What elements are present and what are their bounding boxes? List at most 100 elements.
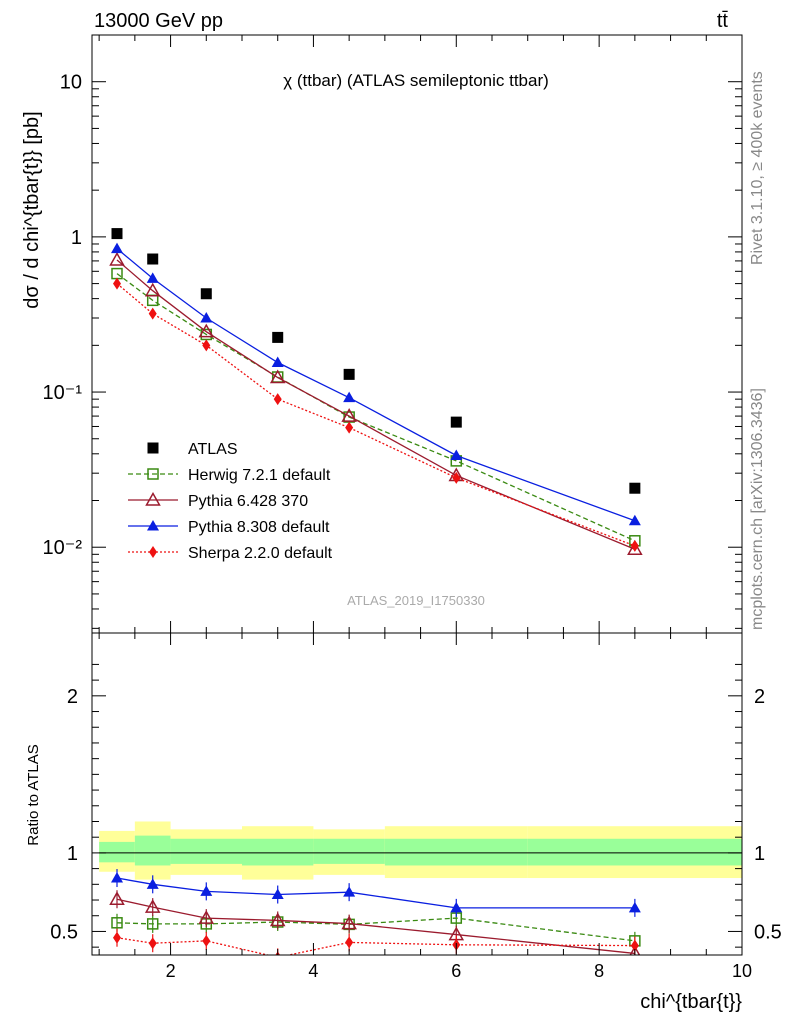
point-sherpa-2-2-0-default [630, 539, 639, 552]
y-axis-label-main: dσ / d chi^{tbar{t}} [pb] [21, 111, 43, 308]
ratio-point-pythia-6-428-370 [144, 899, 161, 913]
point-pythia-8-308-default [450, 449, 463, 461]
point-sherpa-2-2-0-default [113, 277, 121, 290]
header-left: 13000 GeV pp [94, 10, 223, 32]
legend-label-pythia-8-308-default: Pythia 8.308 default [188, 519, 330, 536]
point-sherpa-2-2-0-default [202, 339, 211, 352]
ratio-point-pythia-8-308-default [628, 901, 641, 913]
point-pythia-6-428-370 [109, 251, 125, 266]
ratio-line-sherpa-2-2-0-default [116, 937, 635, 955]
band-inner-bin [170, 838, 242, 864]
ratio-point-sherpa-2-2-0-default [202, 934, 211, 947]
ratio-point-pythia-6-428-370 [341, 915, 357, 930]
ratio-y-tick-label: 1 [67, 843, 78, 865]
point-pythia-8-308-default [628, 514, 641, 526]
x-tick-label: 2 [166, 961, 176, 981]
main-frame [91, 34, 743, 634]
ratio-uncertainty-bands [99, 821, 742, 880]
band-inner-bin [242, 838, 314, 866]
point-pythia-8-308-default [343, 391, 356, 403]
point-pythia-8-308-default [111, 242, 123, 254]
point-sherpa-2-2-0-default [345, 421, 354, 434]
legend-marker-herwig-7-2-1-default [147, 468, 159, 480]
y-tick-label: 10⁻¹ [43, 382, 83, 404]
ratio-point-pythia-8-308-default [200, 885, 213, 896]
x-tick-label: 10 [732, 961, 752, 981]
ratio-line-pythia-8-308-default [116, 877, 635, 909]
ratio-y-tick-label: 2 [67, 686, 78, 708]
rivet-label: Rivet 3.1.10, ≥ 400k events [749, 71, 766, 265]
legend-marker-pythia-8-308-default [147, 520, 159, 531]
ratio-plot-series [109, 869, 641, 955]
main-plot-series [109, 228, 643, 556]
y-axis-label-ratio: Ratio to ATLAS [25, 744, 42, 845]
point-atlas [629, 482, 641, 494]
point-pythia-8-308-default [271, 356, 284, 368]
point-atlas [200, 288, 212, 300]
ratio-point-sherpa-2-2-0-default [345, 936, 354, 949]
band-inner-bin [527, 838, 742, 866]
plot-title: χ (ttbar) (ATLAS semileptonic ttbar) [283, 71, 549, 90]
point-pythia-6-428-370 [198, 323, 215, 338]
ratio-point-pythia-8-308-default [343, 886, 356, 897]
band-inner-bin [313, 838, 385, 864]
ratio-point-pythia-6-428-370 [629, 945, 641, 955]
x-axis-label: chi^{tbar{t}} [640, 991, 742, 1013]
point-sherpa-2-2-0-default [148, 307, 157, 320]
point-pythia-6-428-370 [341, 408, 357, 422]
ratio-point-sherpa-2-2-0-default [148, 937, 157, 950]
point-atlas [343, 368, 355, 380]
legend-label-sherpa-2-2-0-default: Sherpa 2.2.0 default [188, 545, 333, 562]
band-inner-bin [384, 838, 528, 866]
ratio-point-pythia-6-428-370 [109, 891, 125, 905]
ratio-point-pythia-8-308-default [271, 888, 284, 900]
ratio-point-sherpa-2-2-0-default [113, 931, 121, 944]
series-line-herwig-7-2-1-default [116, 273, 636, 542]
legend-marker-atlas [147, 442, 159, 454]
band-inner-bin [99, 841, 135, 863]
point-sherpa-2-2-0-default [273, 393, 282, 406]
x-tick-label: 6 [451, 961, 461, 981]
point-atlas [450, 416, 462, 428]
ratio-point-pythia-8-308-default [450, 901, 463, 913]
ratio-point-herwig-7-2-1-default [146, 918, 159, 930]
legend: ATLAS Herwig 7.2.1 default Pythia 6.428 37… [128, 441, 333, 562]
legend-label-herwig-7-2-1-default: Herwig 7.2.1 default [188, 467, 331, 484]
ratio-y-tick-label-right: 2 [754, 686, 765, 708]
point-pythia-8-308-default [200, 312, 213, 323]
point-atlas [272, 331, 284, 343]
point-pythia-6-428-370 [144, 282, 161, 297]
ratio-point-pythia-6-428-370 [269, 912, 286, 927]
x-tick-label: 8 [594, 961, 604, 981]
ratio-point-pythia-8-308-default [111, 872, 123, 883]
x-tick-label: 4 [308, 961, 318, 981]
ratio-line-herwig-7-2-1-default [116, 917, 635, 942]
legend-label-pythia-6-428-370: Pythia 6.428 370 [188, 493, 308, 510]
ratio-point-pythia-6-428-370 [198, 910, 215, 924]
ratio-point-pythia-8-308-default [146, 878, 159, 889]
y-tick-label: 10⁻² [43, 537, 83, 559]
point-pythia-6-428-370 [269, 369, 286, 384]
ratio-point-herwig-7-2-1-default [111, 917, 123, 929]
mcplots-label: mcplots.cern.ch [arXiv:1306.3436] [749, 388, 766, 630]
point-atlas [111, 228, 123, 240]
watermark: ATLAS_2019_I1750330 [347, 593, 485, 608]
legend-marker-pythia-6-428-370 [145, 491, 161, 506]
legend-marker-sherpa-2-2-0-default [149, 546, 157, 558]
point-atlas [147, 253, 159, 265]
ratio-y-tick-label: 0.5 [50, 921, 78, 943]
header-right: tt̄ [717, 10, 729, 32]
ratio-frame [91, 632, 743, 956]
band-inner-bin [134, 835, 171, 866]
point-pythia-8-308-default [146, 272, 159, 283]
legend-label-atlas: ATLAS [188, 441, 238, 458]
plot-frames [91, 34, 743, 956]
point-sherpa-2-2-0-default [452, 471, 461, 484]
y-tick-label: 1 [71, 227, 82, 249]
ratio-y-tick-label-right: 0.5 [754, 921, 782, 943]
point-pythia-6-428-370 [627, 541, 643, 556]
y-tick-label: 10 [60, 72, 82, 94]
ratio-point-sherpa-2-2-0-default [630, 939, 639, 952]
